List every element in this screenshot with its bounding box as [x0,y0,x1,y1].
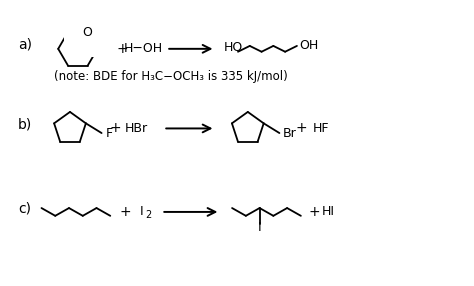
Text: +: + [309,205,320,219]
Text: OH: OH [299,39,318,52]
Text: +: + [109,122,121,136]
Text: +: + [119,205,131,219]
Text: +: + [116,42,128,56]
Text: HBr: HBr [125,122,148,135]
Text: O: O [83,25,92,39]
Text: c): c) [18,201,31,215]
Text: HI: HI [322,205,335,219]
Text: 2: 2 [146,210,152,220]
Text: HO: HO [224,41,244,54]
Text: a): a) [18,38,32,52]
Text: (note: BDE for H₃C−OCH₃ is 335 kJ/mol): (note: BDE for H₃C−OCH₃ is 335 kJ/mol) [55,69,288,82]
Text: b): b) [18,118,32,132]
Text: +: + [295,122,307,136]
Text: I: I [258,221,261,234]
Text: Br: Br [283,126,296,140]
Text: F: F [106,126,113,140]
Text: HF: HF [312,122,329,135]
Text: H−OH: H−OH [124,42,163,55]
Text: I: I [140,205,143,219]
